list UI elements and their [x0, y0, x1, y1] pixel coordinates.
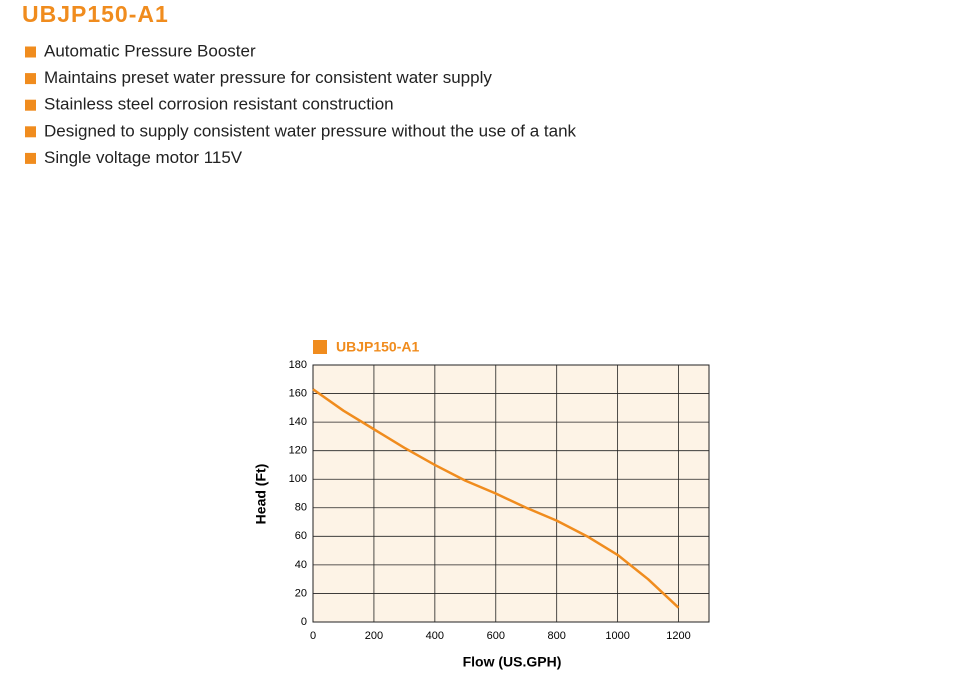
- feature-text: Designed to supply consistent water pres…: [44, 121, 577, 140]
- plot-frame: [312, 364, 710, 623]
- y-tick-label: 20: [295, 587, 307, 599]
- bullet: [25, 152, 36, 164]
- y-tick-label: 100: [289, 473, 307, 485]
- plot-area: [313, 365, 709, 622]
- x-tick-label: 800: [548, 630, 566, 642]
- x-tick-label: 400: [426, 630, 444, 642]
- feature-text: Maintains preset water pressure for cons…: [44, 68, 492, 87]
- x-axis-label: Flow (US.GPH): [463, 654, 562, 670]
- y-tick-label: 80: [295, 502, 307, 514]
- y-tick-label: 180: [289, 359, 307, 371]
- feature-text: Single voltage motor 115V: [44, 148, 243, 167]
- feature-text: Automatic Pressure Booster: [44, 41, 256, 60]
- y-tick-label: 140: [289, 416, 307, 428]
- bullet: [25, 99, 36, 111]
- curve: [312, 388, 680, 609]
- legend-swatch: [313, 340, 327, 354]
- bullet: [25, 73, 36, 85]
- feature-text: Stainless steel corrosion resistant cons…: [44, 95, 394, 114]
- bullet: [25, 126, 36, 138]
- x-tick-label: 1000: [605, 630, 629, 642]
- legend-label: UBJP150-A1: [336, 339, 419, 355]
- x-tick-label: 0: [310, 630, 316, 642]
- x-tick-label: 200: [365, 630, 383, 642]
- y-tick-label: 160: [289, 387, 307, 399]
- y-tick-label: 40: [295, 559, 307, 571]
- y-tick-label: 0: [301, 616, 307, 628]
- y-tick-label: 60: [295, 530, 307, 542]
- bullet: [25, 46, 36, 58]
- y-axis-label: Head (Ft): [253, 464, 269, 525]
- y-tick-label: 120: [289, 445, 307, 457]
- page-title: UBJP150-A1: [22, 1, 169, 27]
- x-tick-label: 1200: [666, 630, 690, 642]
- x-tick-label: 600: [487, 630, 505, 642]
